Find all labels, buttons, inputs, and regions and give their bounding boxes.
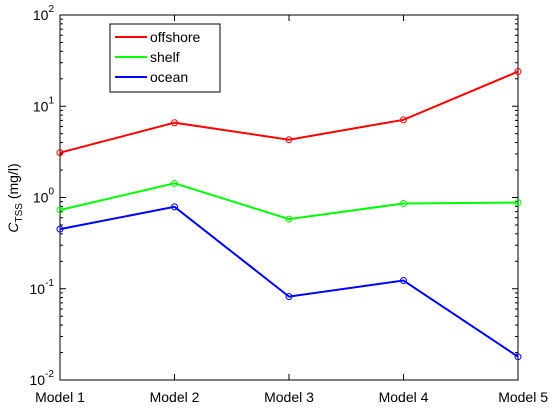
y-tick-label: 100 [33,187,55,206]
data-point-ocean [285,293,293,301]
data-point-offshore [56,149,64,157]
y-axis-label-unit: (mg/l) [5,163,21,203]
y-tick-label: 102 [33,4,55,23]
axis-ticks [59,14,519,381]
data-point-shelf [285,215,293,223]
legend-label-ocean: ocean [150,69,188,85]
x-tick-label: Model 2 [150,389,200,405]
data-point-ocean [171,203,178,211]
data-point-ocean [514,353,522,361]
data-point-shelf [514,199,522,207]
y-axis-label-subscript: TSS [14,203,25,223]
data-point-shelf [56,206,64,214]
y-tick-labels: 10-2 10-1 100 101 102 [30,4,55,388]
x-tick-label: Model 5 [498,389,548,405]
data-point-offshore [171,119,178,127]
x-tick-label: Model 3 [264,389,314,405]
x-tick-label: Model 4 [379,389,429,405]
data-point-offshore [400,116,407,124]
series-line-ocean [59,205,519,358]
x-tick-labels: Model 1 Model 2 Model 3 Model 4 Model 5 [35,389,548,405]
series-line-shelf [59,182,519,221]
legend: offshore shelf ocean [109,23,221,93]
y-axis-label-main: C [5,222,21,233]
data-point-ocean [56,225,64,233]
y-tick-label: 10-1 [30,278,55,297]
legend-label-offshore: offshore [150,29,201,45]
y-axis-label: CTSS (mg/l) [5,163,25,232]
series-layer [56,68,522,361]
data-point-offshore [285,136,293,144]
x-tick-label: Model 1 [35,389,85,405]
data-point-shelf [171,179,178,187]
y-tick-label: 10-2 [30,369,55,388]
data-point-ocean [400,277,407,285]
y-tick-label: 101 [33,95,55,114]
series-line-offshore [59,70,519,154]
legend-label-shelf: shelf [150,49,180,65]
data-point-shelf [400,199,407,207]
data-point-offshore [514,68,522,76]
